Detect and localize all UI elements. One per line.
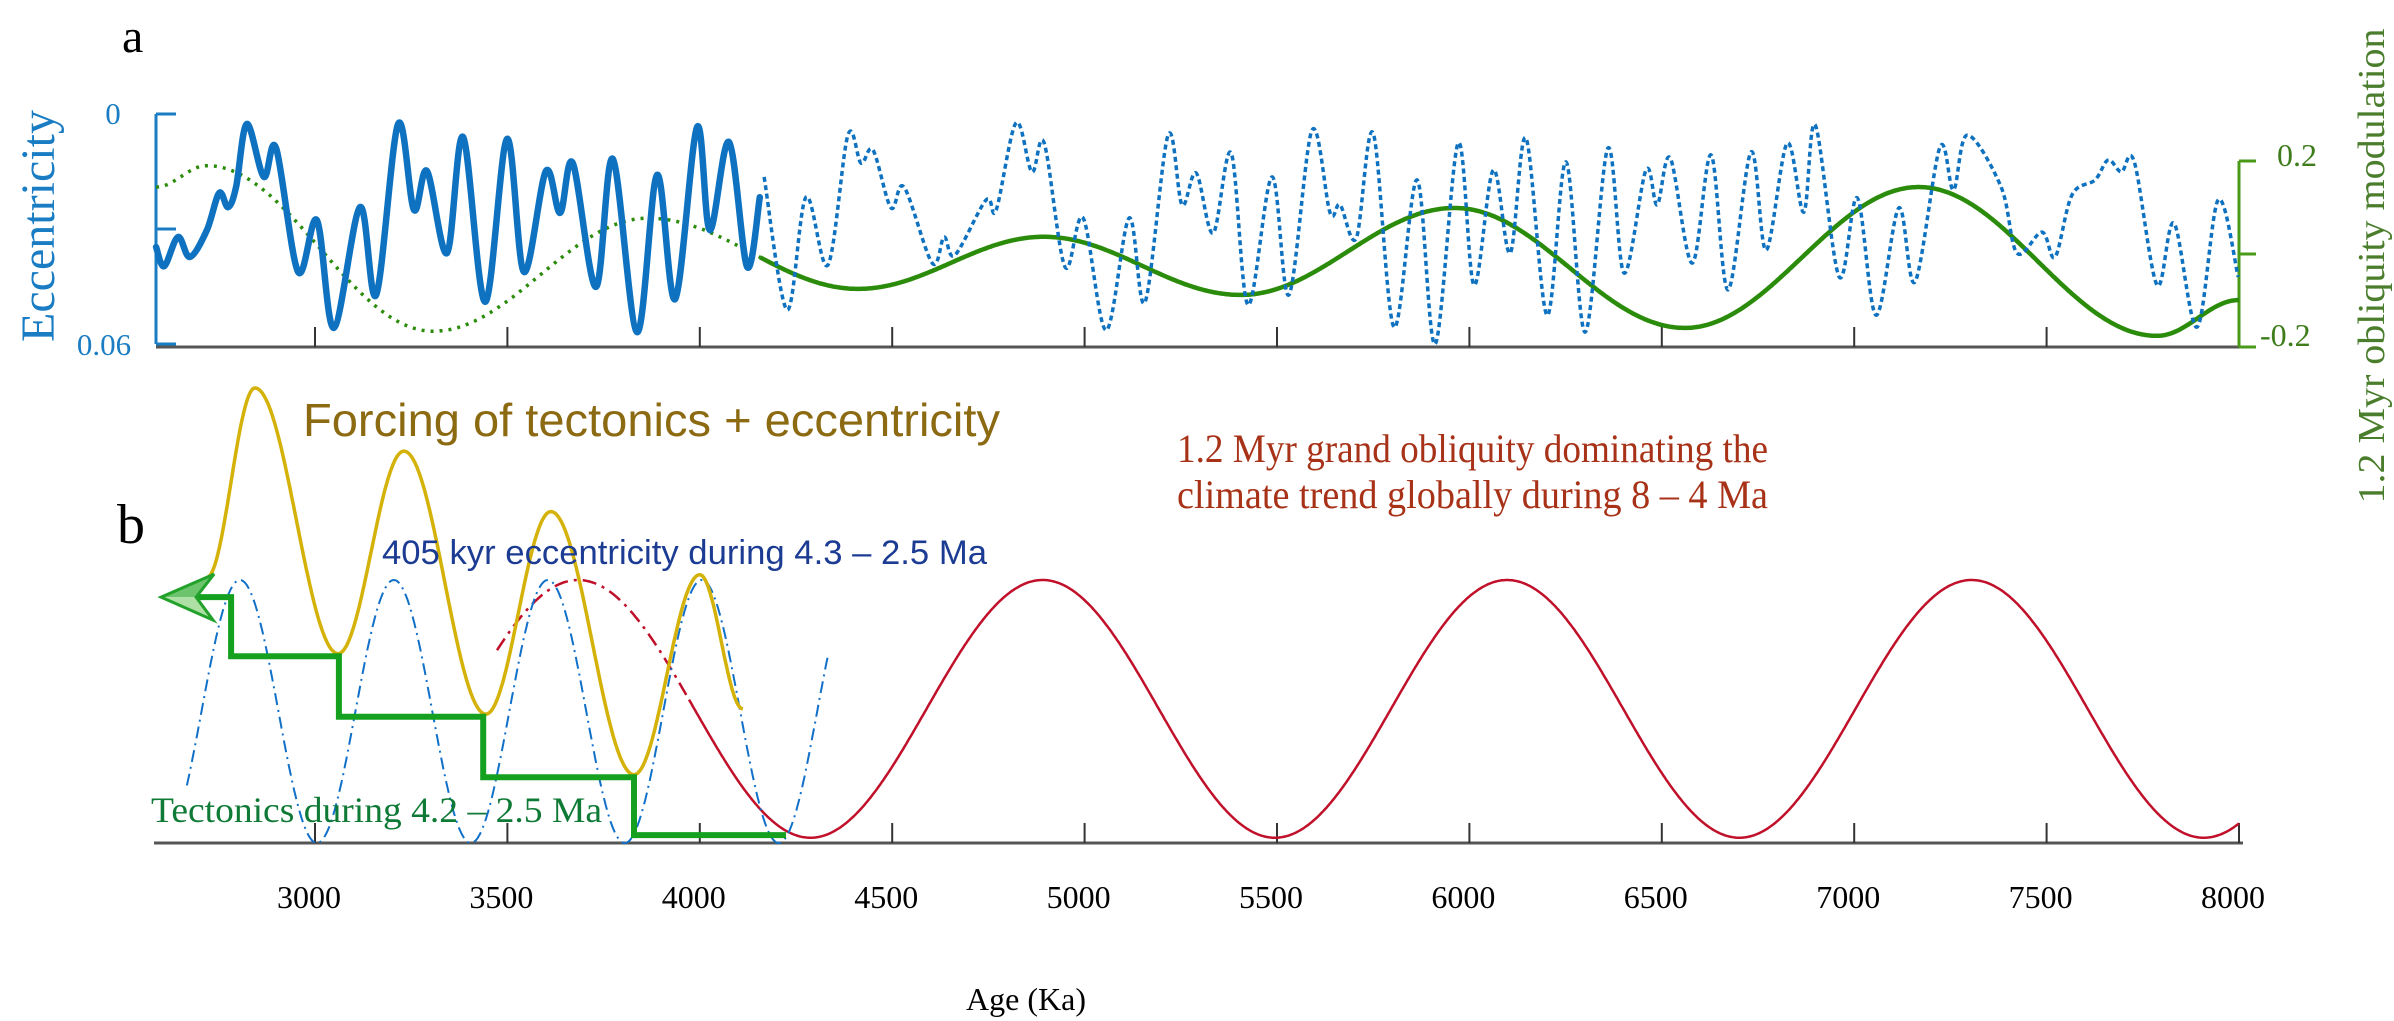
grand-obliquity-dashed-line <box>495 578 691 701</box>
eccentricity-405kyr-line <box>185 578 829 845</box>
x-axis-title: Age (Ka) <box>966 981 1086 1017</box>
eccentricity-line <box>152 119 764 336</box>
forcing-label: Forcing of tectonics + eccentricity <box>303 394 1000 446</box>
x-tick-label-3500: 3500 <box>469 879 533 915</box>
obliquity-annotation-line-1: 1.2 Myr grand obliquity dominating the <box>1177 426 1768 471</box>
right-axis-title: 1.2 Myr obliquity modulation <box>2351 29 2393 504</box>
obliquity-modulation-dotted-line <box>156 163 761 333</box>
left-axis-title: Eccentricity <box>12 110 65 342</box>
x-tick-label-7000: 7000 <box>1816 879 1880 915</box>
right-tick-label-0-2: 0.2 <box>2277 137 2317 173</box>
obliquity-modulation-line <box>759 184 2240 339</box>
tectonics-label: Tectonics during 4.2 – 2.5 Ma <box>151 790 602 830</box>
arrow-left-icon <box>157 572 218 624</box>
x-tick-label-7500: 7500 <box>2009 879 2073 915</box>
right-tick-label-minus-0-2: -0.2 <box>2260 317 2311 353</box>
x-tick-label-8000: 8000 <box>2201 879 2265 915</box>
panel-a-label: a <box>122 10 143 63</box>
tectonics-step-line <box>196 594 786 839</box>
panel-b-label: b <box>117 494 145 556</box>
eccentricity-dotted-line <box>762 120 2240 346</box>
grand-obliquity-line <box>687 578 2240 839</box>
x-tick-label-4000: 4000 <box>662 879 726 915</box>
x-tick-label-6000: 6000 <box>1431 879 1495 915</box>
obliquity-annotation-line-2: climate trend globally during 8 – 4 Ma <box>1177 472 1768 517</box>
eccentricity-405-label: 405 kyr eccentricity during 4.3 – 2.5 Ma <box>382 534 987 572</box>
x-tick-label-5000: 5000 <box>1047 879 1111 915</box>
x-tick-label-6500: 6500 <box>1624 879 1688 915</box>
x-tick-label-4500: 4500 <box>854 879 918 915</box>
left-tick-label-0: 0 <box>105 96 121 131</box>
x-tick-label-5500: 5500 <box>1239 879 1303 915</box>
x-tick-label-3000: 3000 <box>277 879 341 915</box>
left-tick-label-0-06: 0.06 <box>77 327 131 362</box>
forcing-line <box>206 386 744 777</box>
